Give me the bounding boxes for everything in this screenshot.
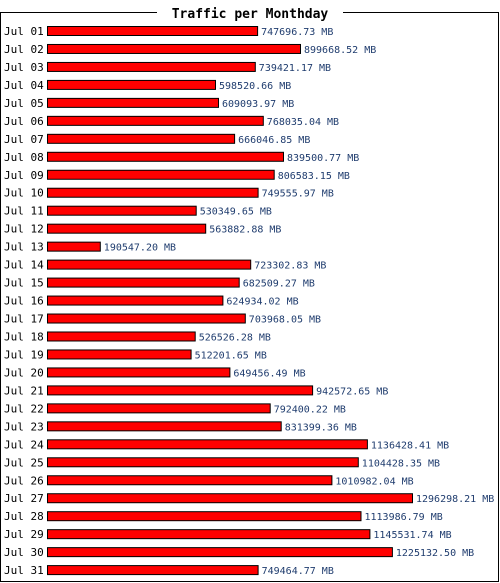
day-label: Jul 04 — [4, 79, 44, 92]
traffic-bar — [47, 457, 359, 468]
value-label: 649456.49 MB — [233, 368, 305, 379]
traffic-bar — [47, 547, 393, 558]
traffic-bar — [47, 79, 216, 90]
value-label: 749555.97 MB — [262, 189, 334, 200]
value-label: 563882.88 MB — [209, 225, 281, 236]
day-label: Jul 26 — [4, 474, 44, 487]
traffic-bar — [47, 277, 240, 288]
traffic-bar — [47, 331, 196, 342]
traffic-bar — [47, 43, 301, 54]
value-label: 723302.83 MB — [254, 261, 326, 272]
day-label: Jul 21 — [4, 384, 44, 397]
value-label: 703968.05 MB — [249, 315, 321, 326]
day-label: Jul 02 — [4, 43, 44, 56]
value-label: 739421.17 MB — [259, 63, 331, 74]
value-label: 831399.36 MB — [285, 422, 357, 433]
value-label: 1296298.21 MB — [416, 494, 494, 505]
value-label: 512201.65 MB — [195, 350, 267, 361]
traffic-bar — [47, 421, 282, 432]
value-label: 942572.65 MB — [316, 386, 388, 397]
day-label: Jul 22 — [4, 402, 44, 415]
day-label: Jul 25 — [4, 456, 44, 469]
day-label: Jul 12 — [4, 223, 44, 236]
traffic-bar — [47, 205, 197, 216]
value-label: 526526.28 MB — [199, 332, 271, 343]
value-label: 1113986.79 MB — [365, 512, 443, 523]
day-label: Jul 09 — [4, 169, 44, 182]
traffic-bar — [47, 403, 271, 414]
day-label: Jul 01 — [4, 25, 44, 38]
value-label: 899668.52 MB — [304, 45, 376, 56]
day-label: Jul 30 — [4, 546, 44, 559]
traffic-bar — [47, 61, 256, 72]
value-label: 747696.73 MB — [261, 27, 333, 38]
value-label: 749464.77 MB — [262, 566, 334, 577]
traffic-bar — [47, 511, 362, 522]
traffic-bar — [47, 115, 264, 126]
value-label: 666046.85 MB — [238, 135, 310, 146]
traffic-bar — [47, 493, 413, 504]
day-label: Jul 31 — [4, 564, 44, 577]
traffic-bar — [47, 97, 219, 108]
chart-title-background — [157, 4, 343, 22]
traffic-bar — [47, 367, 231, 378]
value-label: 1010982.04 MB — [335, 476, 413, 487]
day-label: Jul 23 — [4, 420, 44, 433]
value-label: 839500.77 MB — [287, 153, 359, 164]
day-label: Jul 14 — [4, 259, 44, 272]
day-label: Jul 03 — [4, 61, 44, 74]
day-label: Jul 24 — [4, 438, 44, 451]
value-label: 530349.65 MB — [200, 207, 272, 218]
traffic-bar — [47, 349, 192, 360]
traffic-bar — [47, 223, 207, 234]
value-label: 1136428.41 MB — [371, 440, 449, 451]
day-label: Jul 11 — [4, 205, 44, 218]
value-label: 1225132.50 MB — [396, 548, 474, 559]
day-label: Jul 13 — [4, 241, 44, 254]
day-label: Jul 27 — [4, 492, 44, 505]
day-label: Jul 18 — [4, 330, 44, 343]
value-label: 806583.15 MB — [278, 171, 350, 182]
traffic-bar — [47, 151, 284, 162]
value-label: 768035.04 MB — [267, 117, 339, 128]
traffic-bar — [47, 313, 246, 324]
day-label: Jul 07 — [4, 133, 44, 146]
traffic-bar — [47, 565, 259, 576]
value-label: 624934.02 MB — [226, 297, 298, 308]
value-label: 609093.97 MB — [222, 99, 294, 110]
day-label: Jul 29 — [4, 528, 44, 541]
value-label: 598520.66 MB — [219, 81, 291, 92]
traffic-bar — [47, 295, 224, 306]
value-label: 792400.22 MB — [274, 404, 346, 415]
traffic-bar — [47, 241, 101, 252]
day-label: Jul 05 — [4, 97, 44, 110]
traffic-bar — [47, 475, 333, 486]
day-label: Jul 15 — [4, 277, 44, 290]
chart-title: Traffic per Monthday — [172, 7, 329, 22]
traffic-bar — [47, 133, 236, 144]
day-label: Jul 20 — [4, 366, 44, 379]
value-label: 1104428.35 MB — [362, 458, 440, 469]
chart-rows: Jul 01 747696.73 MB Jul 02 899668.52 MB Jul … — [4, 25, 494, 577]
day-label: Jul 10 — [4, 187, 44, 200]
day-label: Jul 19 — [4, 348, 44, 361]
day-label: Jul 08 — [4, 151, 44, 164]
traffic-bar — [47, 187, 259, 198]
traffic-bar — [47, 169, 275, 180]
traffic-bar — [47, 259, 252, 270]
traffic-bar — [47, 439, 368, 450]
traffic-bar — [47, 385, 314, 396]
traffic-bar — [47, 529, 371, 540]
day-label: Jul 28 — [4, 510, 44, 523]
value-label: 682509.27 MB — [243, 279, 315, 290]
day-label: Jul 06 — [4, 115, 44, 128]
traffic-bar — [47, 26, 259, 36]
day-label: Jul 17 — [4, 313, 44, 326]
value-label: 190547.20 MB — [104, 243, 176, 254]
day-label: Jul 16 — [4, 295, 44, 308]
value-label: 1145531.74 MB — [373, 530, 451, 541]
